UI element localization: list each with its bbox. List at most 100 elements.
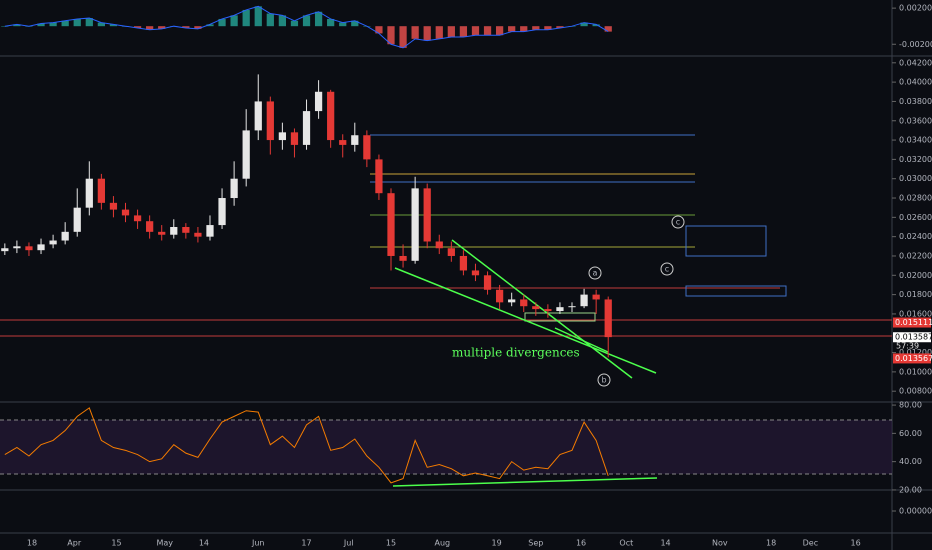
macd-bar <box>194 26 202 29</box>
x-tick-label: 18 <box>27 539 37 548</box>
candle-body <box>182 227 190 233</box>
x-tick-label: Oct <box>619 539 633 548</box>
candle-body <box>73 207 81 232</box>
y-tick-label: 0.002000 <box>899 4 932 13</box>
candle-body <box>423 188 431 242</box>
candle-body <box>121 209 130 216</box>
candle-body <box>25 246 33 251</box>
candle-body <box>278 132 287 141</box>
candle-body <box>1 248 9 252</box>
macd-bar <box>278 15 287 27</box>
macd-bar <box>532 26 540 30</box>
macd-bar <box>230 15 238 27</box>
macd-bar <box>339 22 347 27</box>
rsi-line <box>4 407 609 484</box>
macd-bar <box>13 24 21 27</box>
candle-body <box>471 270 480 276</box>
candle-body <box>242 130 250 179</box>
x-tick-label: Aug <box>434 539 450 548</box>
macd-bar <box>158 26 166 29</box>
macd-bar <box>580 22 588 27</box>
x-tick-label: Dec <box>803 539 818 548</box>
macd-bar <box>182 26 190 28</box>
macd-bar <box>49 22 57 27</box>
macd-line <box>4 5 609 49</box>
candle-body <box>556 307 564 312</box>
macd-bar <box>1 26 9 27</box>
macd-bar <box>242 9 250 27</box>
candle-body <box>170 227 178 235</box>
macd-bar <box>133 26 142 28</box>
candle-body <box>37 244 45 251</box>
y-tick-label: 60.00 <box>899 429 922 438</box>
price-tag <box>893 353 931 364</box>
macd-bar <box>97 22 105 27</box>
macd-bar <box>290 20 299 27</box>
candle-body <box>133 215 142 222</box>
macd-bar <box>61 20 69 27</box>
x-tick-label: 14 <box>199 539 209 548</box>
macd-bar <box>109 24 118 27</box>
candle-body <box>13 246 21 249</box>
macd-bar <box>375 26 383 34</box>
candle-body <box>206 225 214 237</box>
x-tick-label: 15 <box>386 539 396 548</box>
rsi-band <box>0 420 892 474</box>
macd-bar <box>73 18 81 27</box>
candle-body <box>97 178 105 203</box>
x-tick-label: Jul <box>343 539 354 548</box>
price-tag <box>893 317 931 328</box>
candle-body <box>327 91 335 141</box>
candle-body <box>49 240 57 245</box>
wave-label: c <box>665 265 669 274</box>
y-tick-label: 40.00 <box>899 457 922 466</box>
price-tag-label: 0.013567 <box>895 354 932 363</box>
countdown: 57:39 <box>896 342 919 351</box>
candle-body <box>435 241 443 249</box>
x-tick-label: May <box>156 539 173 548</box>
candle-body <box>302 111 311 145</box>
macd-bar <box>266 13 274 27</box>
macd-bar <box>423 26 431 41</box>
candle-body <box>592 294 600 300</box>
candle-body <box>447 248 455 256</box>
macd-bar <box>399 26 407 48</box>
candle-body <box>314 91 323 112</box>
candle-body <box>339 140 347 145</box>
candle-body <box>158 231 166 235</box>
candle-body <box>411 188 419 261</box>
macd-bar <box>544 26 552 30</box>
x-tick-label: 16 <box>576 539 586 548</box>
candle-body <box>532 306 540 310</box>
x-tick-label: 19 <box>491 539 501 548</box>
wave-label: b <box>601 376 606 385</box>
y-tick-label: -0.002000 <box>899 40 932 49</box>
price-tag-label: 0.015111 <box>895 318 932 327</box>
macd-bar <box>556 26 564 28</box>
candle-body <box>604 299 612 338</box>
candle-body <box>85 178 93 208</box>
candle-body <box>351 135 359 145</box>
macd-bar <box>459 26 468 38</box>
candle-body <box>399 255 407 261</box>
x-tick-label: 14 <box>660 539 670 548</box>
x-tick-label: Sep <box>528 539 543 548</box>
macd-bar <box>146 26 154 30</box>
macd-bar <box>327 18 335 27</box>
candle-body <box>109 202 118 210</box>
candle-body <box>544 309 552 312</box>
candle-body <box>61 231 69 241</box>
